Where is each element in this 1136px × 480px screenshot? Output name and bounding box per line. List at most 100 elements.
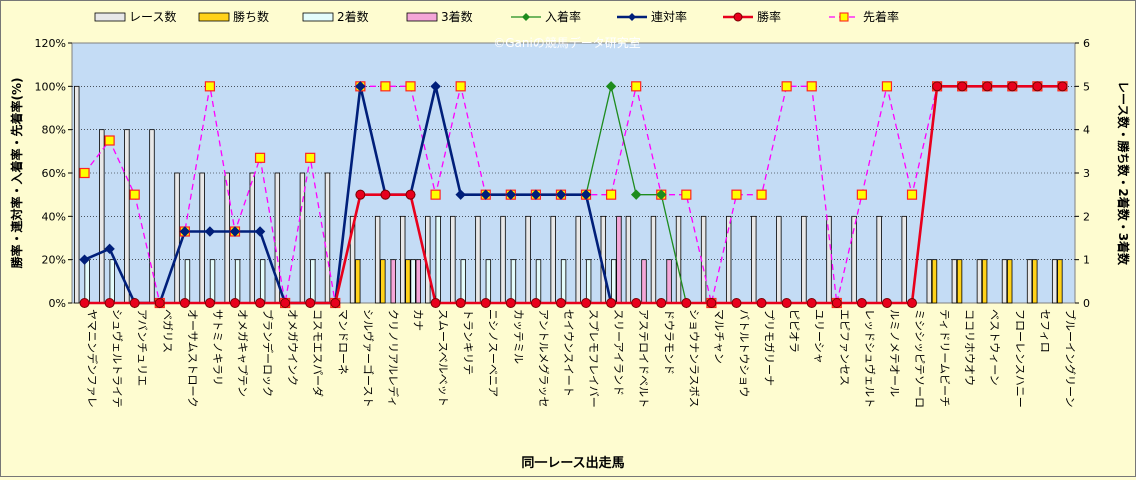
bar-2着数 [560, 259, 567, 304]
legend-swatch [406, 12, 438, 22]
point-連対率 [204, 226, 216, 237]
watermark: ©Ganiの競馬データ研究室 [493, 35, 641, 50]
x-tick-label: マンドローネ [336, 309, 349, 375]
bar-勝ち数 [931, 259, 938, 304]
bar-レース数 [550, 215, 556, 304]
bar-レース数 [500, 215, 506, 304]
right-tick-label: 2 [1083, 210, 1090, 223]
point-勝率 [355, 189, 366, 200]
legend-item: レース数 [94, 9, 176, 24]
point-勝率 [1032, 81, 1043, 92]
bar-レース数 [74, 85, 80, 304]
bar-レース数 [1001, 259, 1008, 304]
x-tick-label: ブランデーロック [261, 309, 275, 397]
legend-item: 入着率 [511, 9, 581, 24]
point-先着率 [79, 167, 90, 179]
legend-marker [839, 12, 849, 22]
point-勝率 [179, 298, 190, 308]
point-勝率 [505, 298, 516, 308]
bar-2着数 [485, 259, 492, 304]
point-勝率 [731, 298, 742, 308]
point-勝率 [932, 81, 943, 92]
bar-勝ち数 [1007, 259, 1013, 304]
point-勝率 [380, 189, 391, 200]
bar-レース数 [1051, 259, 1058, 304]
bar-勝ち数 [1057, 259, 1063, 304]
bar-2着数 [460, 259, 466, 304]
point-勝率 [957, 81, 968, 92]
legend-item: 2着数 [302, 9, 369, 24]
x-tick-label: オメガキャプテン [236, 309, 249, 397]
bar-レース数 [926, 259, 932, 304]
legend-swatch [302, 12, 334, 22]
x-tick-label: ユリーシャ [813, 309, 826, 364]
point-勝率 [280, 298, 291, 308]
bar-レース数 [374, 215, 381, 304]
x-tick-label: ルミノメテオール [888, 309, 901, 397]
point-勝率 [430, 298, 441, 308]
bar-2着数 [310, 259, 316, 304]
x-tick-label: トランキリテ [462, 309, 475, 375]
point-連対率 [229, 226, 241, 237]
point-勝率 [204, 298, 215, 308]
bar-レース数 [951, 259, 958, 304]
point-連対率 [430, 81, 441, 92]
legend-label: 連対率 [651, 9, 687, 24]
point-連対率 [179, 226, 191, 237]
bar-レース数 [475, 215, 481, 304]
right-tick-label: 1 [1083, 254, 1090, 267]
point-先着率 [806, 81, 817, 92]
x-tick-label: ブルーイングリーン [1063, 309, 1077, 407]
point-勝率 [555, 298, 566, 308]
bar-2着数 [410, 259, 416, 304]
x-tick-label: プリモガリーナ [763, 309, 776, 386]
bar-レース数 [199, 172, 205, 304]
point-連対率 [580, 189, 592, 200]
point-勝率 [631, 298, 642, 308]
bar-勝ち数 [355, 259, 361, 304]
bar-レース数 [1026, 259, 1033, 304]
bar-レース数 [525, 215, 531, 304]
point-勝率 [606, 298, 617, 308]
legend-swatch [198, 12, 230, 22]
point-勝率 [1057, 81, 1068, 92]
left-tick-label: 60% [42, 167, 66, 180]
bar-レース数 [400, 215, 406, 304]
bar-レース数 [901, 215, 907, 304]
bar-2着数 [109, 259, 115, 304]
x-tick-label: ピピオラ [788, 309, 801, 353]
bar-3着数 [390, 259, 396, 304]
point-勝率 [581, 298, 592, 308]
point-先着率 [129, 189, 140, 200]
point-連対率 [79, 254, 90, 265]
point-勝率 [480, 298, 491, 308]
x-tick-label: オメガウインク [286, 309, 299, 386]
legend-label: 入着率 [545, 9, 581, 24]
bar-3着数 [616, 215, 622, 304]
x-tick-label: スリーアイランド [612, 309, 625, 396]
point-先着率 [405, 81, 416, 92]
bar-2着数 [510, 259, 517, 304]
bar-レース数 [826, 215, 832, 304]
bar-レース数 [99, 129, 105, 304]
legend-marker [628, 13, 636, 21]
point-勝率 [806, 298, 817, 308]
x-tick-label: サトミノキラリ [211, 309, 224, 386]
legend-item: 3着数 [406, 9, 473, 24]
bar-レース数 [801, 215, 807, 304]
point-勝率 [455, 298, 466, 308]
point-入着率 [656, 189, 667, 200]
y-axis-right-label: レース数・勝ち数・2着数・3着数 [1116, 81, 1131, 266]
point-先着率 [204, 81, 216, 92]
bar-レース数 [625, 215, 632, 304]
x-tick-label: クリノリアルレディ [386, 309, 400, 407]
left-tick-label: 0% [49, 297, 66, 310]
point-先着率 [104, 135, 115, 146]
legend-label: 勝ち数 [233, 9, 269, 24]
bar-レース数 [349, 215, 356, 304]
x-tick-label: ティドリームビーチ [938, 309, 951, 407]
x-tick-label: ミシシッピテソーロ [913, 309, 926, 408]
point-勝率 [706, 298, 717, 308]
point-勝率 [881, 298, 892, 308]
x-tick-label: ベストウィーン [988, 309, 1001, 386]
